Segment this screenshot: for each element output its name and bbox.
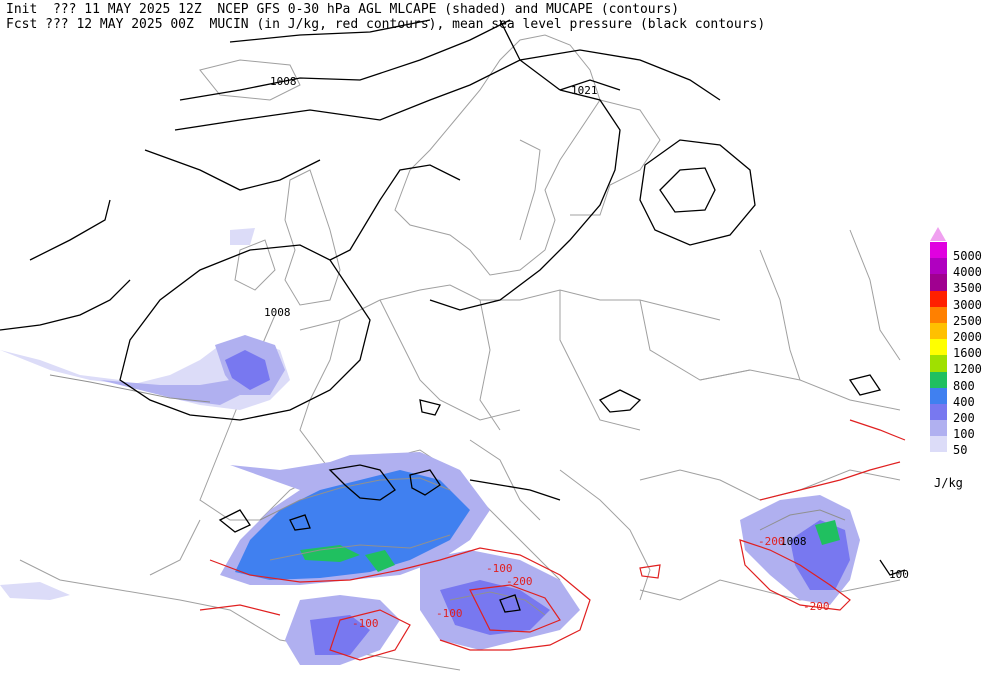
cin-label: -200	[758, 535, 785, 548]
legend-label: 100	[953, 427, 975, 442]
mucape-contours	[49, 374, 846, 616]
legend-swatch	[930, 420, 947, 437]
pressure-label: 1008	[264, 306, 291, 319]
legend-swatch	[930, 306, 947, 323]
legend-row: 400	[930, 387, 1000, 408]
legend-label: 4000	[953, 265, 982, 280]
legend-row: 5000	[930, 242, 1000, 262]
cape-shading	[0, 228, 860, 665]
legend-swatch	[930, 274, 947, 291]
legend-row: 3500	[930, 274, 1000, 294]
legend-row: 1200	[930, 355, 1000, 375]
legend-overflow-triangle	[930, 227, 946, 241]
legend-swatch	[930, 387, 947, 404]
legend-label: 200	[953, 410, 975, 425]
legend-row: 4000	[930, 258, 1000, 278]
legend-label: 1200	[953, 362, 982, 377]
legend-row: 800	[930, 371, 1000, 392]
legend-swatch	[930, 371, 947, 388]
cin-label: -200	[506, 575, 533, 588]
legend-label: 5000	[953, 249, 982, 263]
legend-row: 3000	[930, 290, 1000, 311]
legend-swatch	[930, 355, 947, 372]
legend-label: 1600	[953, 346, 982, 361]
legend-swatch	[930, 290, 947, 307]
legend-label: 50	[953, 443, 968, 458]
mucin-contours	[199, 419, 906, 661]
cin-label: -100	[486, 562, 513, 575]
legend-swatch	[930, 403, 947, 421]
legend-swatch	[930, 242, 947, 259]
pressure-label: 1008	[270, 75, 297, 88]
legend-label: 2500	[953, 313, 982, 328]
legend-label: 2000	[953, 329, 982, 344]
map-labels: 1008 1021 1008 1008 100	[264, 75, 909, 581]
cin-label: -100	[352, 617, 379, 630]
cin-label: -200	[803, 600, 830, 613]
legend-label: 800	[953, 378, 975, 393]
cin-label: -100	[436, 607, 463, 620]
cape-legend: 5000 4000 3500 3000 2500 2000 1600 1200 800 400 20…	[930, 228, 1000, 456]
legend-row: 50	[930, 436, 1000, 456]
pressure-label: 1021	[571, 84, 598, 97]
legend-swatch	[930, 322, 947, 340]
legend-swatch	[930, 258, 947, 275]
mslp-contours	[0, 19, 906, 613]
legend-row: 1600	[930, 339, 1000, 359]
pressure-label: 100	[889, 568, 909, 581]
legend-row: 2000	[930, 322, 1000, 343]
legend-row: 100	[930, 420, 1000, 440]
legend-label: 3000	[953, 297, 982, 312]
legend-row: 2500	[930, 306, 1000, 327]
legend-units: J/kg	[934, 476, 963, 490]
header-line-1: Init ??? 11 MAY 2025 12Z NCEP GFS 0-30 h…	[6, 2, 680, 17]
legend-label: 400	[953, 394, 975, 409]
coastlines	[19, 34, 901, 671]
legend-label: 3500	[953, 281, 982, 296]
legend-swatch	[930, 436, 947, 453]
legend-swatch	[930, 339, 947, 356]
cin-labels: -100 -200 -100 -100 -200 -200	[352, 535, 830, 630]
header-line-2: Fcst ??? 12 MAY 2025 00Z MUCIN (in J/kg,…	[6, 17, 766, 32]
pressure-label: 1008	[780, 535, 807, 548]
legend-row: 200	[930, 403, 1000, 424]
